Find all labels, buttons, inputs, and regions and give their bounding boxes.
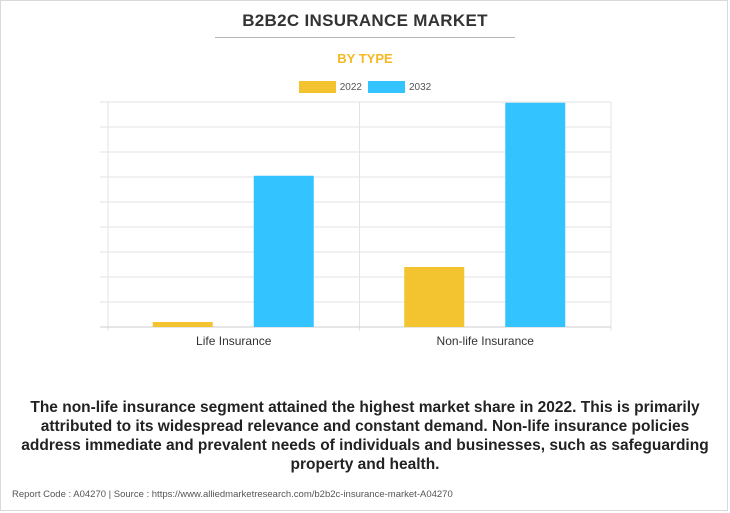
legend-item-2032: 2032 — [368, 81, 431, 93]
chart-title: B2B2C INSURANCE MARKET — [242, 11, 488, 30]
chart-subtitle: BY TYPE — [337, 51, 393, 66]
x-tick-label: Non-life Insurance — [437, 334, 535, 348]
bar-2032-non-life-insurance — [505, 102, 566, 327]
legend: 2022 2032 — [0, 80, 730, 94]
x-tick-label: Life Insurance — [196, 334, 272, 348]
legend-swatch-2022 — [298, 81, 336, 93]
legend-swatch-2032 — [368, 81, 405, 93]
title-divider — [215, 37, 515, 38]
bar-2022-non-life-insurance — [404, 267, 465, 327]
legend-label-2022: 2022 — [339, 81, 362, 93]
bar-2032-life-insurance — [253, 175, 314, 327]
bar-2022-life-insurance — [152, 322, 213, 327]
chart-caption: The non-life insurance segment attained … — [21, 399, 709, 473]
legend-item-2022: 2022 — [298, 81, 362, 93]
source-footer: Report Code : A04270 | Source : https://… — [12, 489, 453, 500]
bar-chart: Life Insurance Non-life Insurance — [100, 101, 612, 348]
legend-label-2032: 2032 — [409, 81, 432, 93]
